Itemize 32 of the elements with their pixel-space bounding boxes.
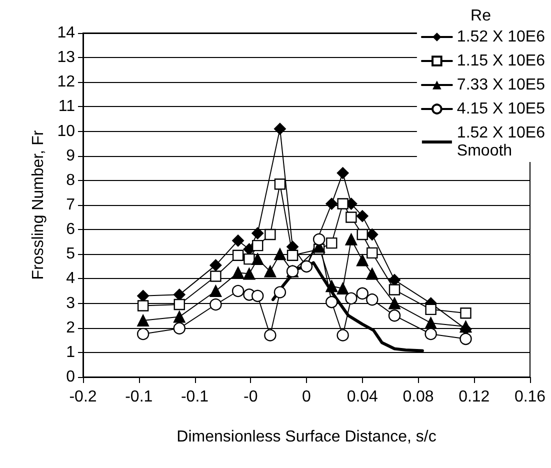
y-tick-label: 3 [66, 294, 76, 312]
x-axis-title: Dimensionless Surface Distance, s/c [176, 428, 436, 446]
y-tick-label: 13 [57, 49, 76, 66]
y-tick-label: 7 [66, 196, 76, 214]
x-tick-label: -0.1 [125, 388, 153, 406]
y-tick-label: 11 [58, 98, 76, 116]
legend-label: 1.52 X 10E6 [456, 28, 546, 46]
x-tick-label: -0 [244, 388, 258, 406]
y-axis-title: Frossling Number, Fr [30, 130, 47, 280]
y-tick-label: 8 [66, 172, 76, 189]
x-tick-label: 0.04 [346, 388, 378, 406]
x-tick-label: 0.16 [514, 388, 546, 406]
legend-label: 1.52 X 10E6 Smooth [456, 124, 546, 160]
y-tick-label: 1 [66, 344, 76, 361]
y-tick-label: 4 [66, 270, 76, 288]
y-tick-label: 5 [66, 246, 76, 263]
x-tick-label: 0 [302, 388, 312, 406]
y-tick-label: 0 [66, 368, 76, 386]
x-tick-label: 0.08 [402, 388, 434, 406]
y-tick-label: 6 [66, 221, 76, 238]
x-tick-label: 0.12 [458, 388, 490, 406]
y-tick-label: 2 [66, 319, 76, 336]
x-tick-label: -0.2 [69, 388, 97, 406]
y-tick-label: 12 [57, 74, 76, 91]
y-tick-label: 9 [66, 147, 76, 164]
y-tick-label: 10 [57, 122, 76, 140]
legend-label: 1.15 X 10E6 [456, 52, 546, 70]
x-tick-label: -0.1 [180, 388, 209, 406]
legend-label: 4.15 X 10E5 [456, 100, 546, 118]
y-tick-label: 14 [57, 24, 76, 42]
legend-label: 7.33 X 10E5 [456, 76, 546, 94]
legend-title: Re [470, 8, 492, 24]
